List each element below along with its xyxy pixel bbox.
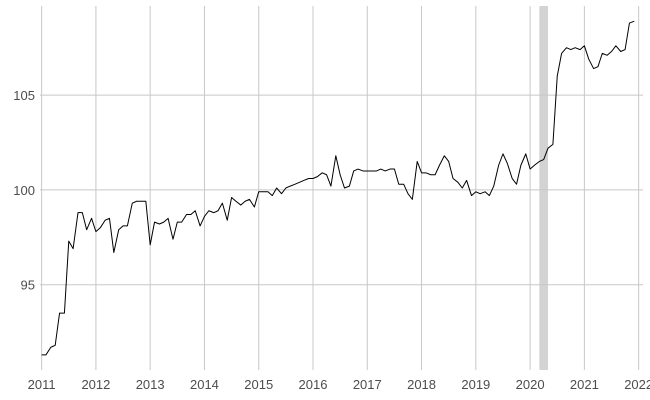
shaded-period-0 <box>539 6 549 370</box>
x-tick-label-2019: 2019 <box>461 377 490 392</box>
grid-layer <box>40 6 643 370</box>
x-tick-label-2013: 2013 <box>136 377 165 392</box>
x-tick-label-2015: 2015 <box>244 377 273 392</box>
series-layer <box>41 20 635 356</box>
x-tick-label-2011: 2011 <box>28 377 56 392</box>
x-tick-label-2016: 2016 <box>299 377 328 392</box>
x-tick-label-2012: 2012 <box>81 377 110 392</box>
x-tick-label-2017: 2017 <box>353 377 382 392</box>
y-tick-label-100: 100 <box>13 183 35 198</box>
x-tick-label-2021: 2021 <box>570 377 599 392</box>
y-tick-label-105: 105 <box>13 88 35 103</box>
series-line-0 <box>41 20 635 356</box>
x-tick-label-2020: 2020 <box>516 377 545 392</box>
x-tick-label-2014: 2014 <box>190 377 219 392</box>
tick-label-layer: 2011 2012 2013 2014 2015 2016 2017 2018 2019 2020… <box>13 88 650 392</box>
y-tick-label-95: 95 <box>21 278 35 293</box>
shaded-period-layer <box>539 6 549 370</box>
x-tick-label-2018: 2018 <box>407 377 436 392</box>
x-tick-label-2022: 2022 <box>624 377 650 392</box>
